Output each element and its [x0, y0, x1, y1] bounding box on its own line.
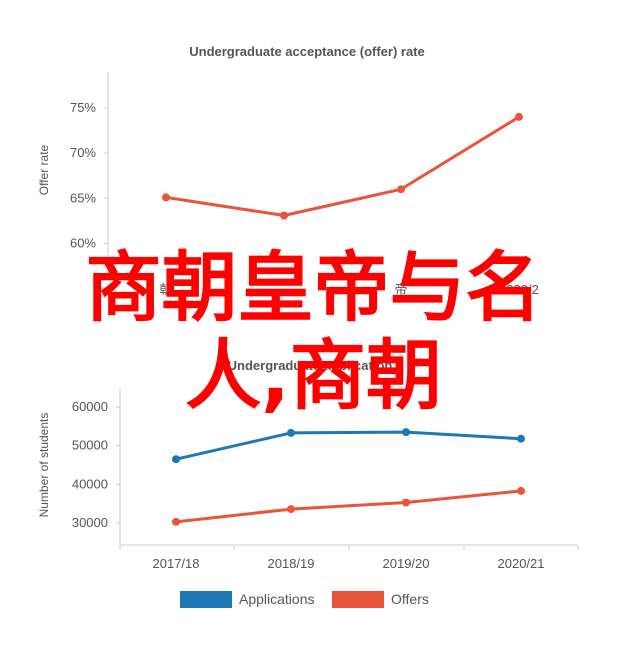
- data-point[interactable]: [280, 211, 288, 220]
- x-tick-label: 2019/20: [383, 556, 430, 571]
- y-tick-label: 75%: [70, 100, 96, 115]
- x-tick-label: 2020/2: [499, 282, 539, 297]
- y-tick-label: 65%: [70, 190, 96, 205]
- y-axis-label: Number of students: [37, 413, 51, 518]
- legend-label[interactable]: Applications: [239, 591, 315, 607]
- data-point[interactable]: [517, 486, 525, 495]
- y-tick-label: 60000: [72, 399, 108, 414]
- data-point[interactable]: [287, 428, 295, 437]
- data-point[interactable]: [402, 498, 410, 507]
- data-point[interactable]: [515, 112, 523, 121]
- x-tick-label: 2018/19: [268, 556, 315, 571]
- data-point[interactable]: [287, 505, 295, 514]
- data-point[interactable]: [172, 517, 180, 526]
- x-tick-label: 朝: [159, 282, 172, 297]
- chart-title: Undergraduate application: [228, 358, 393, 373]
- y-tick-label: 30000: [72, 515, 108, 530]
- series-line: [175, 489, 522, 524]
- legend: Applications Offers: [180, 591, 429, 608]
- x-tick-label: 2017/18: [153, 556, 200, 571]
- data-point[interactable]: [517, 434, 525, 443]
- y-axis-label: Offer rate: [37, 144, 51, 195]
- y-tick-label: 50000: [72, 438, 108, 453]
- data-point[interactable]: [397, 185, 405, 194]
- legend-label[interactable]: Offers: [391, 591, 429, 607]
- application-chart: Undergraduate application Number of stud…: [37, 358, 579, 608]
- series-line: [165, 115, 520, 218]
- overlay-caption-line-1: 商朝皇帝与名: [85, 243, 542, 332]
- y-tick-label: 40000: [72, 476, 108, 491]
- offer-rate-chart: Undergraduate acceptance (offer) rate Of…: [37, 44, 539, 297]
- chart-title: Undergraduate acceptance (offer) rate: [189, 44, 425, 59]
- legend-swatch[interactable]: [180, 591, 232, 608]
- x-tick-label: 2020/21: [498, 556, 545, 571]
- data-point[interactable]: [172, 455, 180, 464]
- x-tick-label: 帝: [394, 282, 407, 297]
- data-point[interactable]: [402, 428, 410, 437]
- y-tick-label: 70%: [70, 145, 96, 160]
- y-tick-label: 60%: [70, 236, 96, 251]
- overlay-caption-line-2: 人,商朝: [185, 331, 442, 420]
- legend-swatch[interactable]: [332, 591, 384, 608]
- data-point[interactable]: [162, 193, 170, 202]
- series-line: [175, 430, 522, 461]
